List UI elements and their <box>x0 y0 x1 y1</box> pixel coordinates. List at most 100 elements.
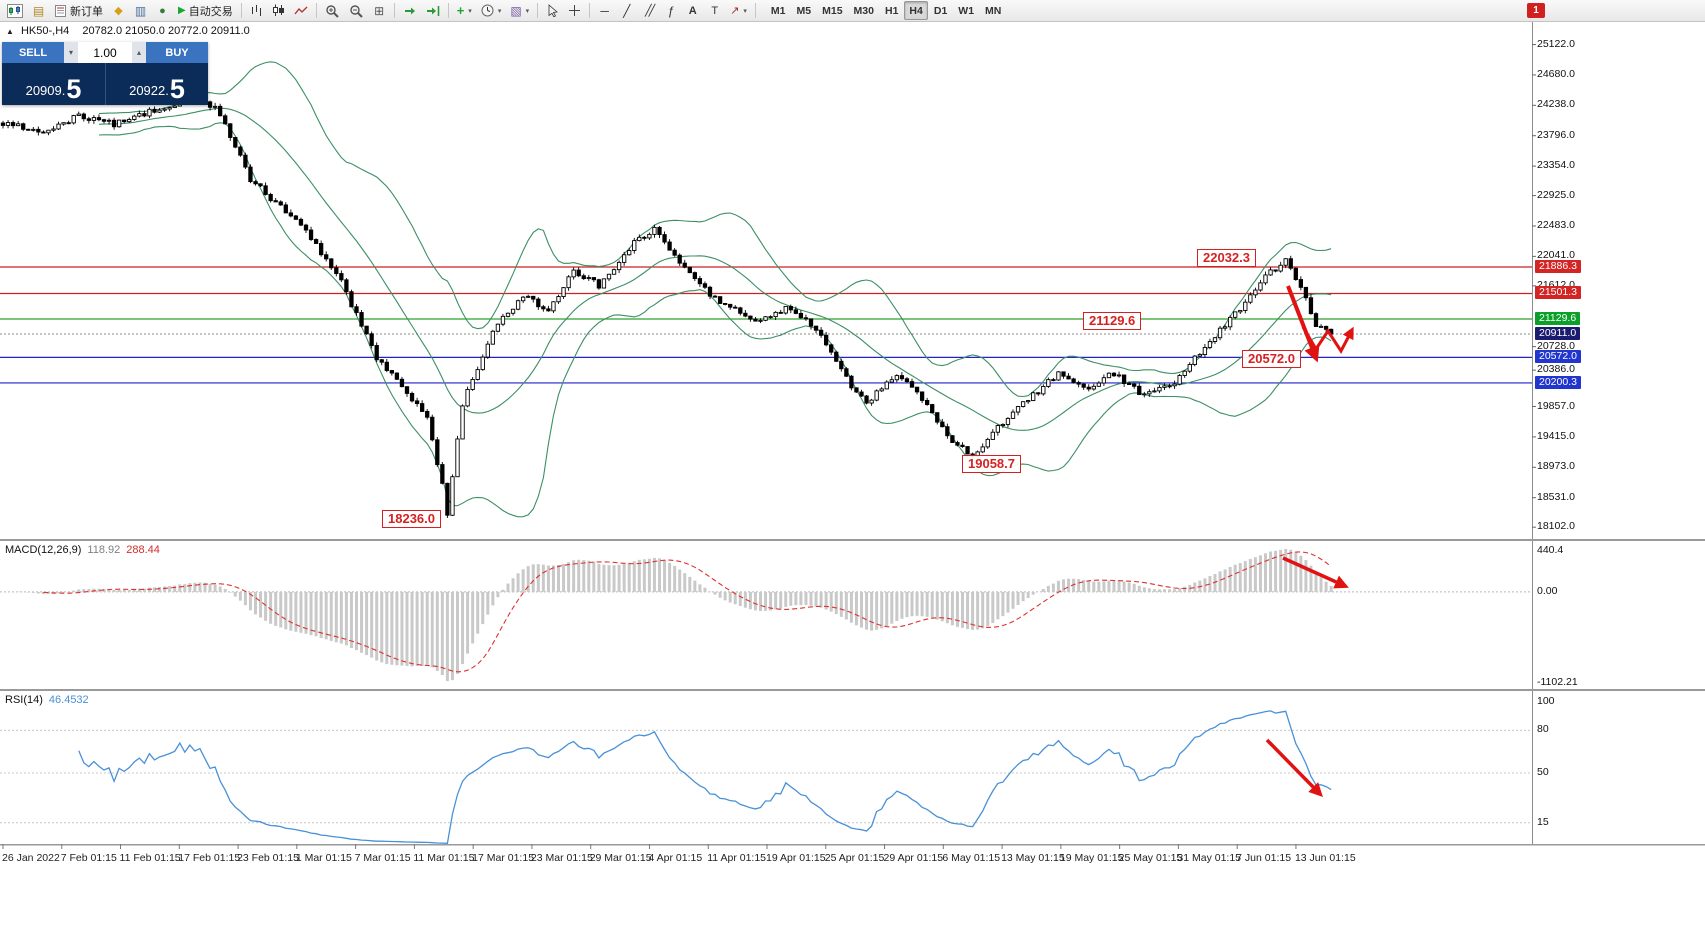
macd-panel <box>0 548 1532 682</box>
price-axis-tick: 23354.0 <box>1537 159 1575 172</box>
toolbar-separator <box>447 3 449 18</box>
autotrading-button[interactable]: ▶ 自动交易 <box>178 5 233 18</box>
timeframe-H4[interactable]: H4 <box>904 1 928 20</box>
equidistant-channel-button[interactable]: ╱╱ <box>645 5 655 17</box>
macd-arrow <box>1282 556 1349 589</box>
price-axis-tick: 20386.0 <box>1537 363 1575 376</box>
time-axis-label: 17 Feb 01:15 <box>178 852 241 864</box>
data-window-button[interactable]: ▥ <box>134 3 147 18</box>
timeframe-MN[interactable]: MN <box>985 4 1002 17</box>
time-axis-label: 23 Feb 01:15 <box>237 852 299 864</box>
crosshair-button[interactable] <box>564 1 585 20</box>
price-axis[interactable]: 25122.0 24680.0 24238.0 23796.0 23354.0 22925… <box>1535 0 1703 944</box>
toolbar-separator <box>393 3 395 18</box>
rsi-arrow <box>1265 738 1323 797</box>
toolbar-separator <box>537 3 539 18</box>
zoom-out-button[interactable] <box>345 1 368 20</box>
buy-button[interactable]: BUY <box>146 42 208 63</box>
tile-windows-button[interactable]: ⊞ <box>374 3 385 18</box>
price-axis-tick: 19415.0 <box>1537 429 1575 442</box>
symbol-period-label: HK50-,H4 <box>20 25 70 37</box>
level-price-label: 20200.3 <box>1535 375 1581 389</box>
time-axis-label: 19 Apr 01:15 <box>766 852 826 864</box>
candles <box>0 93 1334 518</box>
macd-title: MACD(12,26,9) <box>5 544 82 556</box>
time-axis-label: 25 Apr 01:15 <box>824 852 885 864</box>
timeframe-H1[interactable]: H1 <box>884 4 899 17</box>
price-axis-tick: 24680.0 <box>1537 67 1575 80</box>
fibonacci-button[interactable]: ƒ <box>667 3 675 18</box>
horizontal-line-button[interactable]: ─ <box>600 3 609 18</box>
sell-price-main: 20909. <box>25 83 66 98</box>
bollinger-bands <box>98 61 1332 518</box>
chart-ohlc-header: ▲ HK50-,H4 20782.0 21050.0 20772.0 20911… <box>6 25 250 37</box>
timeframe-D1[interactable]: D1 <box>933 4 948 17</box>
time-axis[interactable]: 26 Jan 2022 7 Feb 01:15 11 Feb 01:15 17 Feb… <box>0 845 1705 871</box>
price-axis-tick: 25122.0 <box>1537 37 1575 50</box>
ohlc-values: 20782.0 21050.0 20772.0 20911.0 <box>82 25 250 37</box>
buy-price-main: 20922. <box>129 83 169 98</box>
notification-badge[interactable]: 1 <box>1527 3 1545 18</box>
text-button[interactable]: A <box>688 4 697 17</box>
time-axis-label: 29 Mar 01:15 <box>589 852 652 864</box>
bid-price-label: 20911.0 <box>1535 327 1581 341</box>
level-price-label: 21501.3 <box>1535 286 1581 300</box>
line-chart-button[interactable] <box>290 1 312 20</box>
time-axis-label: 7 Feb 01:15 <box>60 852 117 864</box>
macd-main-value: 118.92 <box>87 544 121 556</box>
price-axis-tick: 18531.0 <box>1537 490 1575 503</box>
time-axis-label: 11 Mar 01:15 <box>413 852 475 864</box>
market-watch-button[interactable]: ◆ <box>114 5 123 17</box>
toolbar-separator <box>315 3 317 18</box>
level-price-label: 20572.0 <box>1535 350 1581 364</box>
timeframe-M15[interactable]: M15 <box>822 4 843 17</box>
sell-button[interactable]: SELL <box>2 42 64 63</box>
rsi-axis-tick: 15 <box>1537 815 1549 828</box>
time-axis-label: 4 Apr 01:15 <box>648 852 703 864</box>
bar-chart-button[interactable] <box>246 1 267 20</box>
zoom-in-button[interactable] <box>321 1 344 20</box>
buy-price[interactable]: 20922. 5 <box>105 63 208 105</box>
timeframe-M30[interactable]: M30 <box>853 4 874 17</box>
price-axis-tick: 19857.0 <box>1537 399 1575 412</box>
price-axis-tick: 18973.0 <box>1537 460 1575 473</box>
candlestick-chart-button[interactable] <box>268 1 289 20</box>
navigator-button[interactable]: ● <box>159 4 166 17</box>
arrows-button[interactable]: ↗ ▾ <box>730 5 747 17</box>
volume-input[interactable] <box>78 42 132 63</box>
timeframe-M5[interactable]: M5 <box>796 4 812 17</box>
rsi-title: RSI(14) <box>5 694 43 706</box>
toolbar-separator <box>589 3 591 18</box>
price-axis-tick: 23796.0 <box>1537 128 1575 141</box>
volume-increase-button[interactable]: ▴ <box>132 42 146 63</box>
indicators-button[interactable]: + ▾ <box>456 3 472 18</box>
time-axis-label: 26 Jan 2022 <box>2 852 60 864</box>
time-axis-label: 13 May 01:15 <box>1001 852 1065 864</box>
trendline-button[interactable]: ╱ <box>623 3 631 18</box>
rsi-value: 46.4532 <box>48 694 89 706</box>
profiles-button[interactable]: ▤ <box>32 3 45 18</box>
periods-button[interactable]: ▾ <box>477 1 506 20</box>
oneclick-collapse-icon[interactable]: ▲ <box>6 27 14 36</box>
chart-shift-button[interactable] <box>422 1 444 20</box>
macd-axis-min: -1102.21 <box>1537 676 1578 688</box>
toolbar-separator <box>754 3 756 18</box>
new-order-button[interactable]: 新订单 <box>50 1 107 20</box>
timeframe-M1[interactable]: M1 <box>770 4 786 17</box>
new-chart-button[interactable] <box>3 1 27 20</box>
time-axis-label: 13 Jun 01:15 <box>1294 852 1356 864</box>
price-axis-tick: 18102.0 <box>1537 520 1575 533</box>
timeframe-W1[interactable]: W1 <box>958 4 975 17</box>
auto-scroll-button[interactable] <box>399 1 421 20</box>
rsi-axis-tick: 50 <box>1537 766 1549 778</box>
cursor-button[interactable] <box>542 1 563 20</box>
templates-button[interactable]: ▧ ▾ <box>510 3 530 18</box>
text-label-button[interactable]: T <box>711 4 719 17</box>
price-axis-tick: 22041.0 <box>1537 249 1575 262</box>
volume-decrease-button[interactable]: ▾ <box>64 42 78 63</box>
sell-price[interactable]: 20909. 5 <box>2 63 105 105</box>
volume-control: ▾ ▴ <box>64 42 146 63</box>
time-axis-label: 11 Feb 01:15 <box>119 852 181 864</box>
